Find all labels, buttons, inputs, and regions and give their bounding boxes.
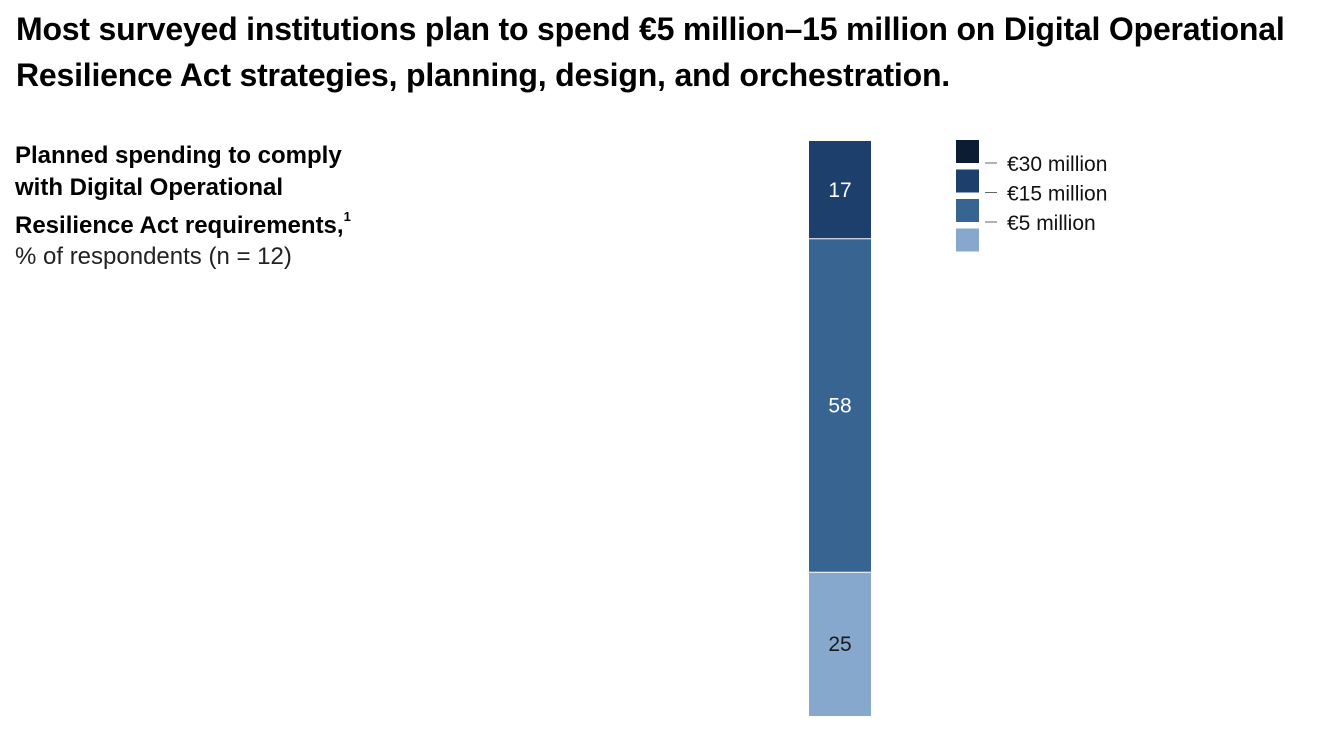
chart-label: Planned spending to comply with Digital … — [15, 140, 435, 272]
legend-label-2: €5 million — [1007, 212, 1096, 235]
legend-label-1: €15 million — [1007, 183, 1107, 206]
data-label-1: 17 — [828, 179, 851, 202]
bar-segment-3 — [809, 572, 871, 716]
chart-title: Planned spending to comply with Digital … — [15, 140, 395, 242]
bar-segment-2 — [809, 238, 871, 573]
bar-segment-1 — [809, 141, 871, 239]
legend-label-0: €30 million — [1007, 153, 1107, 176]
legend-swatch-3 — [956, 228, 979, 252]
chart-title-text: Planned spending to comply with Digital … — [15, 142, 344, 239]
data-label-2: 58 — [828, 395, 851, 418]
data-label-3: 25 — [828, 633, 851, 656]
footnote-marker: 1 — [343, 209, 351, 224]
bar-segments: 17 58 25 — [809, 141, 871, 716]
legend-swatch-2 — [956, 199, 979, 222]
headline: Most surveyed institutions plan to spend… — [16, 11, 1285, 93]
legend: €30 million €15 million €5 million — [956, 140, 1107, 252]
legend-swatch-1 — [956, 169, 979, 193]
legend-swatch-0 — [956, 140, 979, 163]
chart-subtitle: % of respondents (n = 12) — [15, 243, 292, 270]
